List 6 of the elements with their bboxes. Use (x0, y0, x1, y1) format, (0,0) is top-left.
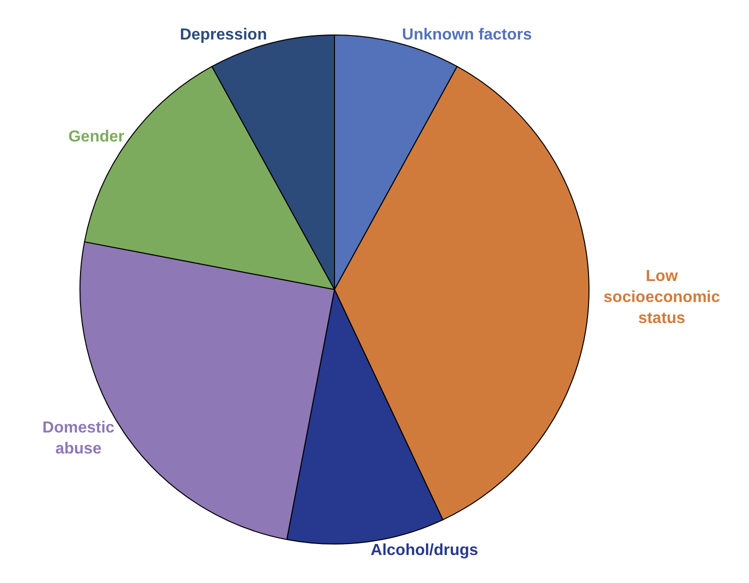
slice-label: Low socioeconomic status (604, 268, 720, 327)
slice-label: Gender (68, 128, 124, 146)
slice-label: Depression (180, 26, 267, 44)
slice-label: Alcohol/drugs (370, 542, 478, 559)
slice-label: Domestic abuse (42, 420, 115, 458)
slice-label: Unknown factors (402, 26, 532, 44)
